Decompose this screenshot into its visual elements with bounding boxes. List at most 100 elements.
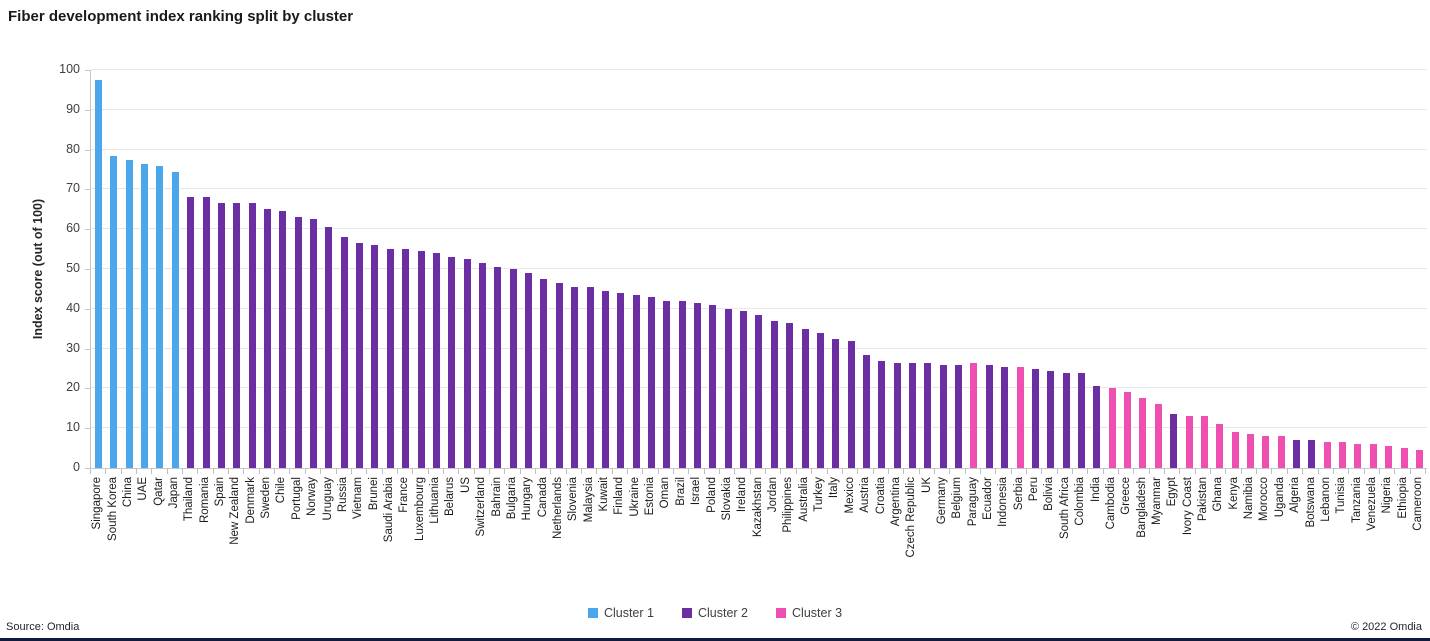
x-label-turkey: Turkey (813, 477, 826, 512)
x-tick-mark (1102, 469, 1118, 474)
x-tick-mark (335, 469, 351, 474)
x-label-oman: Oman (659, 477, 672, 509)
x-label-cell: US (459, 477, 474, 595)
bar-us (463, 259, 471, 468)
x-tick-mark (887, 469, 903, 474)
x-tick-mark (611, 469, 627, 474)
x-label-cell: Portugal (290, 477, 305, 595)
bar-morocco (1262, 436, 1270, 468)
bar-germany (939, 364, 947, 468)
x-label-singapore: Singapore (91, 477, 104, 530)
x-label-cell: Myanmar (1150, 477, 1165, 595)
x-tick-mark (1363, 469, 1379, 474)
x-tick-mark (228, 469, 243, 474)
x-label-luxembourg: Luxembourg (413, 477, 426, 541)
x-label-cell: Brazil (674, 477, 689, 595)
x-label-switzerland: Switzerland (475, 477, 488, 537)
x-tick-mark (918, 469, 934, 474)
gridline-80 (91, 148, 1427, 150)
x-label-colombia: Colombia (1074, 477, 1087, 526)
legend-item-cluster-1: Cluster 1 (587, 606, 654, 620)
x-label-cell: Israel (689, 477, 704, 595)
x-tick-mark (1118, 469, 1133, 474)
bar-switzerland (478, 263, 486, 468)
x-label-belgium: Belgium (951, 477, 964, 519)
y-tick-mark-0 (85, 468, 90, 469)
x-label-cell: Indonesia (996, 477, 1011, 595)
bar-estonia (647, 296, 655, 468)
bar-uae (141, 163, 149, 468)
x-label-cell: India (1088, 477, 1103, 595)
x-label-uruguay: Uruguay (321, 477, 334, 521)
gridline-60 (91, 228, 1427, 230)
bar-uganda (1277, 436, 1285, 468)
x-label-cell: Estonia (643, 477, 658, 595)
y-tick-mark-80 (85, 149, 90, 151)
x-tick-mark (1225, 469, 1240, 474)
x-label-israel: Israel (690, 477, 703, 506)
x-label-cell: UAE (136, 477, 151, 595)
x-tick-mark (995, 469, 1010, 474)
x-label-cell: Vietnam (351, 477, 366, 595)
x-tick-mark (949, 469, 964, 474)
x-label-algeria: Algeria (1289, 477, 1302, 513)
y-tick-label-100: 100 (59, 62, 80, 76)
x-tick-mark (933, 469, 949, 474)
x-label-tunisia: Tunisia (1335, 477, 1348, 514)
x-label-denmark: Denmark (244, 477, 257, 524)
x-label-cell: Denmark (244, 477, 259, 595)
bar-egypt (1170, 414, 1178, 468)
x-tick-mark (703, 469, 719, 474)
x-tick-mark (642, 469, 657, 474)
bar-mexico (847, 340, 855, 468)
y-tick-mark-70 (85, 189, 90, 191)
bar-singapore (95, 79, 102, 468)
y-tick-label-60: 60 (66, 221, 80, 236)
x-label-cell: Kuwait (597, 477, 612, 595)
x-tick-mark (427, 469, 443, 474)
bar-romania (202, 197, 210, 468)
y-tick-mark-30 (85, 348, 90, 350)
bars-container (91, 70, 1427, 468)
x-tick-mark (381, 469, 397, 474)
x-label-cell: Nigeria (1380, 477, 1395, 595)
x-tick-mark (1240, 469, 1256, 474)
x-label-romania: Romania (198, 477, 211, 524)
bar-croatia (878, 360, 886, 468)
x-label-cell: Ukraine (628, 477, 643, 595)
x-label-cell: Ghana (1211, 477, 1226, 595)
x-label-cell: Turkey (812, 477, 827, 595)
x-tick-mark (1148, 469, 1164, 474)
x-tick-mark (1348, 469, 1363, 474)
x-label-cell: France (397, 477, 412, 595)
bar-indonesia (1001, 366, 1009, 468)
x-label-cell: Slovenia (566, 477, 581, 595)
bar-myanmar (1154, 404, 1162, 468)
x-label-hungary: Hungary (521, 477, 534, 521)
gridline-50 (91, 268, 1427, 269)
bar-kenya (1231, 432, 1239, 468)
y-tick-label-70: 70 (66, 181, 80, 196)
bar-bangladesh (1139, 398, 1147, 468)
bar-cameroon (1415, 450, 1423, 468)
x-tick-mark (534, 469, 550, 474)
x-label-south-africa: South Africa (1058, 477, 1071, 540)
bar-bahrain (494, 267, 502, 468)
bar-norway (310, 219, 318, 468)
x-tick-mark (1041, 469, 1056, 474)
x-label-mexico: Mexico (843, 477, 856, 514)
bar-venezuela (1369, 444, 1377, 468)
x-label-cell: Namibia (1242, 477, 1257, 595)
x-label-cell: Ireland (735, 477, 750, 595)
bar-brazil (678, 300, 686, 468)
bar-greece (1124, 392, 1132, 468)
x-tick-mark (289, 469, 304, 474)
x-label-namibia: Namibia (1243, 477, 1256, 520)
x-label-myanmar: Myanmar (1150, 477, 1163, 525)
x-label-cell: Qatar (151, 477, 166, 595)
bar-slovenia (571, 286, 579, 468)
x-tick-mark (1302, 469, 1317, 474)
x-tick-mark (550, 469, 565, 474)
x-tick-mark (412, 469, 427, 474)
x-label-poland: Poland (705, 477, 718, 513)
